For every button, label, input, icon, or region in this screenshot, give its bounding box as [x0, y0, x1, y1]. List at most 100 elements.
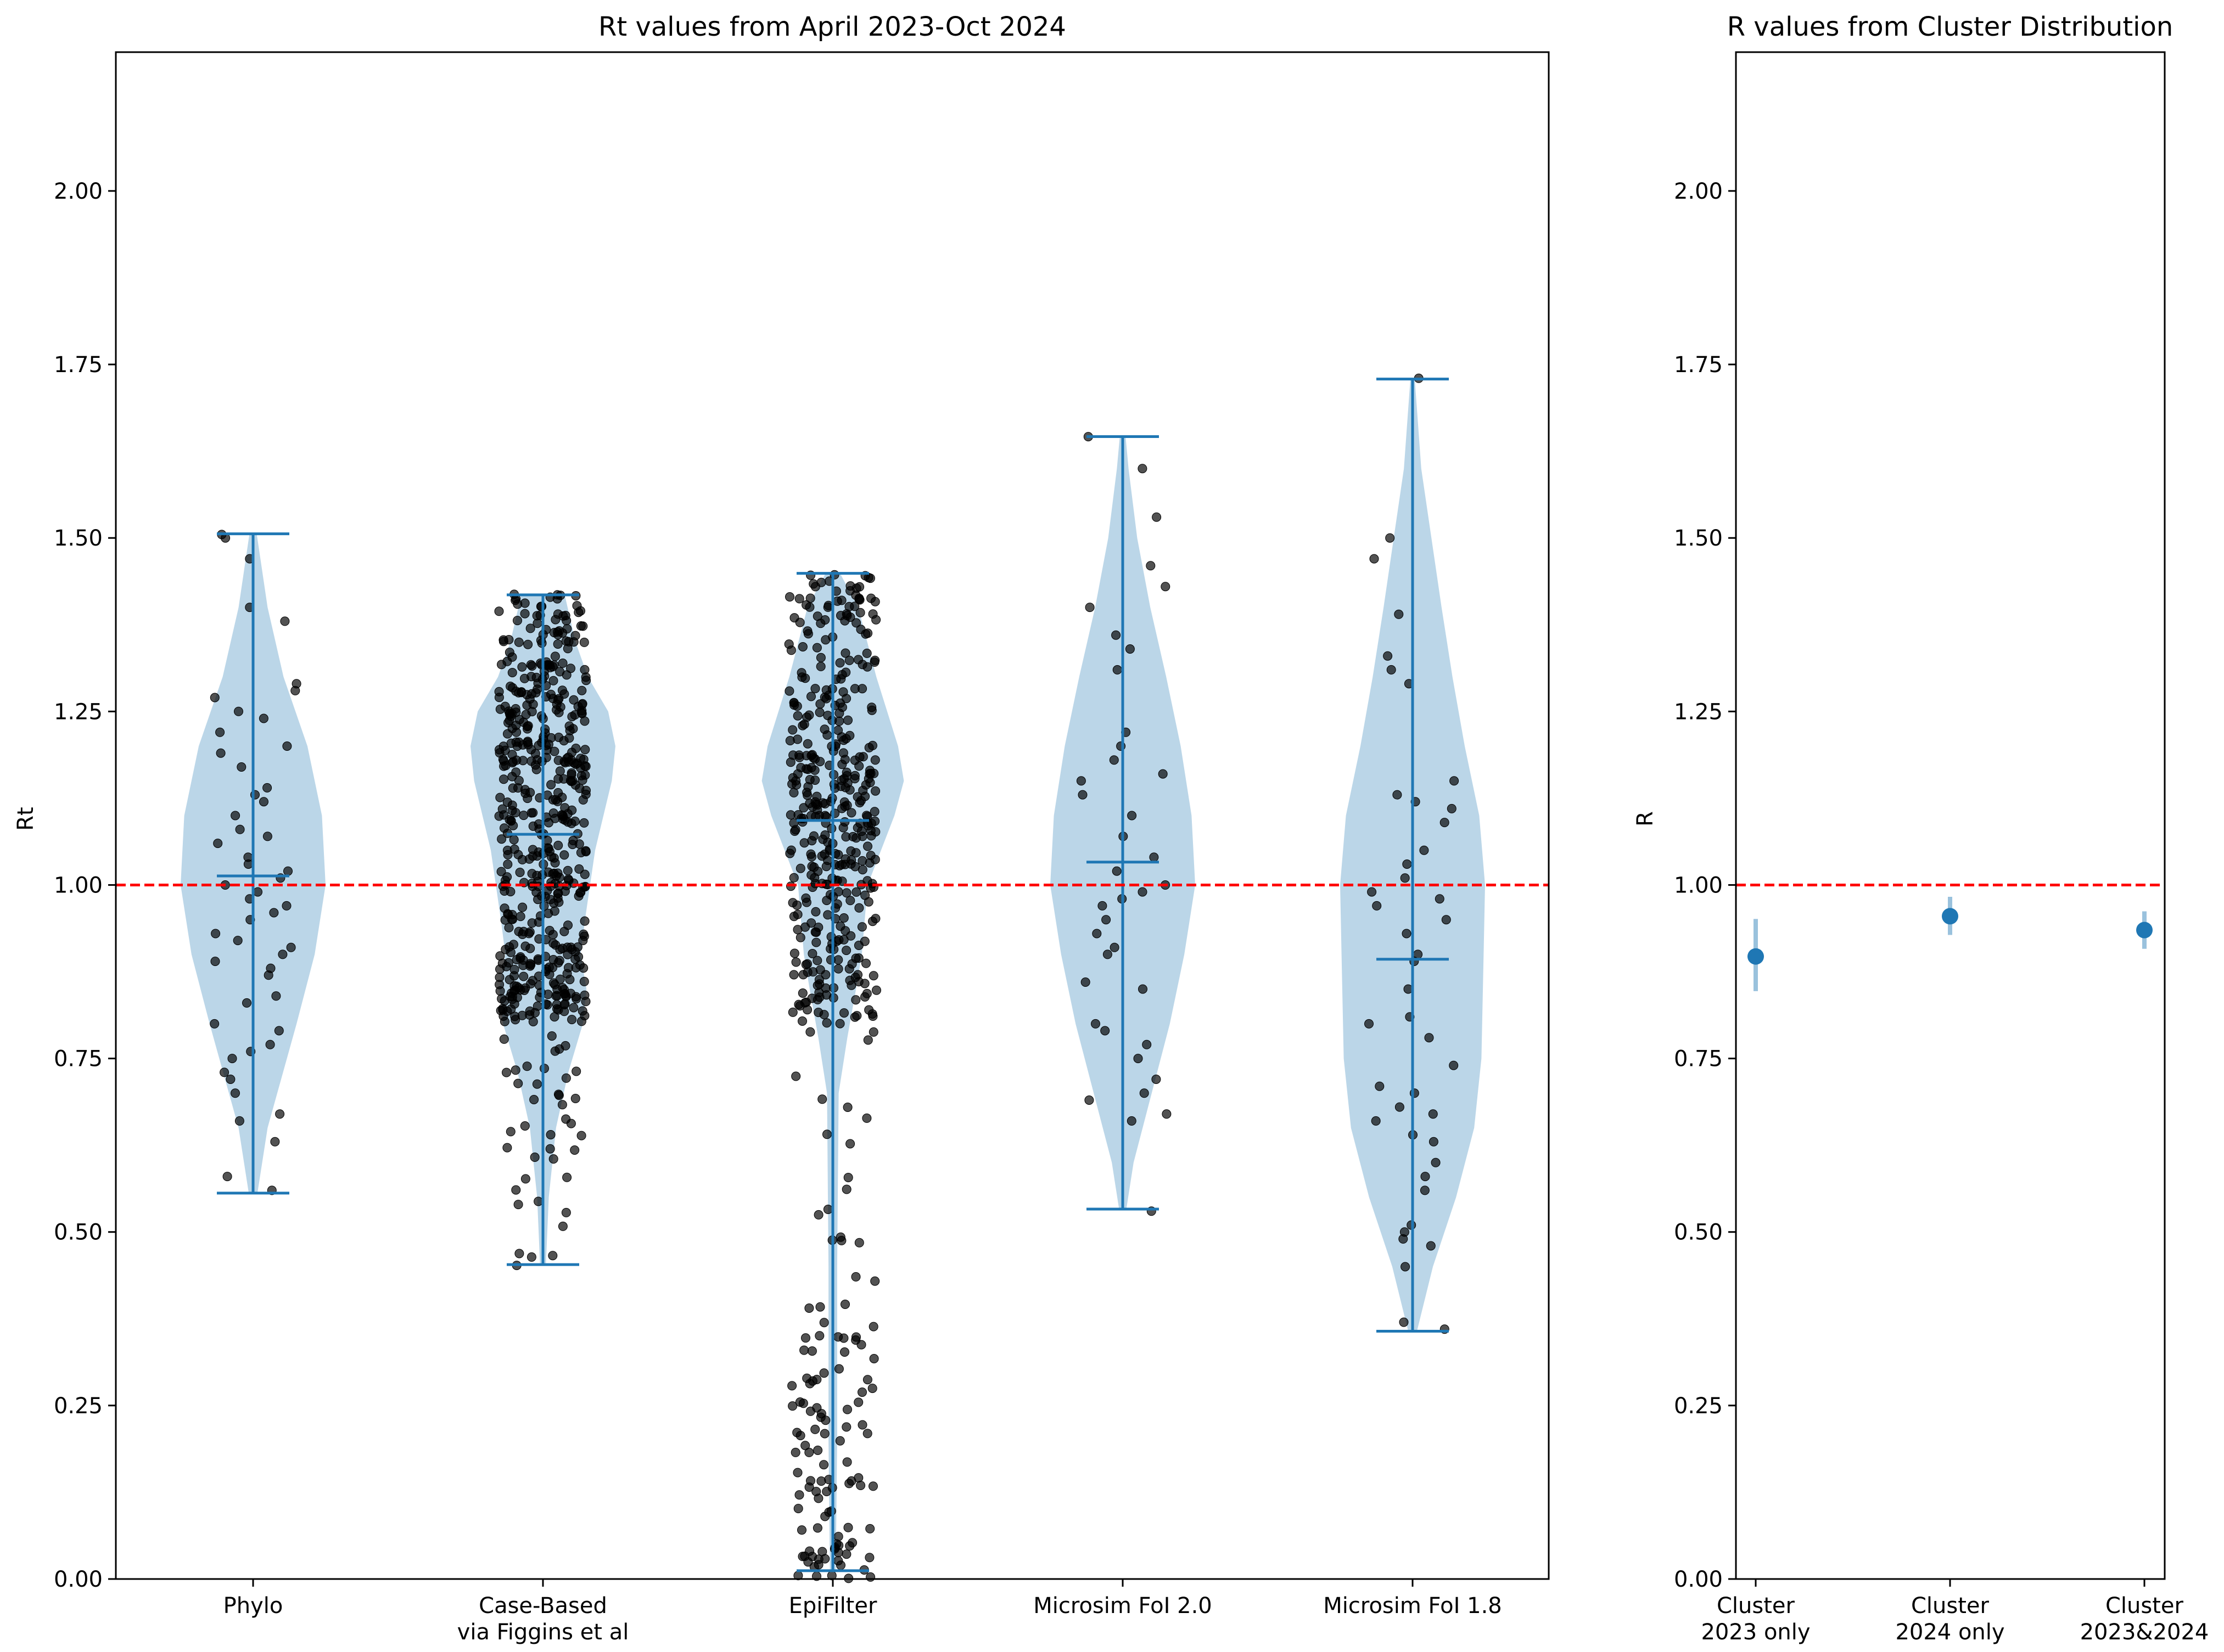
- data-point: [504, 635, 514, 644]
- data-point: [266, 963, 276, 973]
- data-point: [548, 808, 558, 818]
- data-point: [811, 928, 821, 937]
- data-point: [805, 775, 815, 784]
- data-point: [581, 676, 591, 685]
- data-point: [798, 1016, 807, 1026]
- data-point: [843, 1522, 853, 1532]
- data-point: [558, 943, 567, 953]
- data-point: [561, 636, 571, 646]
- data-point: [548, 1154, 558, 1164]
- data-point: [806, 692, 816, 701]
- data-point: [866, 1572, 876, 1582]
- data-point: [836, 1560, 845, 1570]
- data-point: [872, 985, 881, 995]
- data-point: [810, 684, 820, 694]
- data-point: [798, 817, 808, 827]
- data-point: [555, 667, 565, 677]
- data-point: [574, 864, 584, 874]
- data-point: [505, 975, 514, 985]
- data-point: [833, 1332, 843, 1342]
- data-point: [854, 977, 864, 987]
- data-point: [1385, 533, 1395, 543]
- r-chart-title: R values from Cluster Distribution: [1727, 12, 2173, 42]
- data-point: [788, 725, 798, 735]
- data-point: [513, 616, 522, 626]
- data-point: [502, 872, 512, 882]
- data-point: [570, 1094, 580, 1103]
- data-point: [509, 844, 519, 854]
- data-point: [858, 785, 868, 795]
- x-tick-label: via Figgins et al: [457, 1620, 629, 1645]
- data-point: [821, 694, 831, 704]
- data-point: [837, 776, 847, 785]
- data-point: [837, 876, 847, 886]
- data-point: [512, 755, 522, 765]
- data-point: [495, 748, 505, 758]
- data-point: [786, 645, 796, 655]
- data-point: [578, 795, 588, 805]
- data-point: [1441, 915, 1451, 925]
- data-point: [1085, 603, 1095, 613]
- data-point: [808, 1376, 817, 1386]
- data-point: [856, 796, 866, 806]
- data-point: [820, 615, 830, 625]
- y-tick-label: 0.25: [54, 1393, 103, 1419]
- data-point: [227, 1054, 237, 1064]
- data-point: [532, 1079, 542, 1089]
- data-point: [495, 964, 505, 974]
- data-point: [557, 685, 567, 695]
- data-point: [282, 901, 292, 911]
- data-point: [580, 990, 590, 1000]
- data-point: [575, 784, 585, 793]
- data-point: [1112, 665, 1122, 675]
- data-point: [1399, 1227, 1409, 1237]
- data-point: [867, 1384, 877, 1393]
- data-point: [543, 990, 553, 999]
- data-point: [1419, 845, 1429, 855]
- data-point: [269, 908, 279, 918]
- data-point: [822, 1018, 832, 1028]
- data-point: [551, 615, 561, 625]
- data-point: [520, 1174, 530, 1184]
- data-point: [578, 621, 588, 631]
- data-point: [805, 1027, 815, 1037]
- y-tick-label: 0.75: [54, 1047, 103, 1072]
- data-point: [1125, 644, 1135, 654]
- data-point: [553, 639, 563, 649]
- data-point: [842, 767, 851, 777]
- data-point: [505, 648, 514, 658]
- x-tick-label: 2024 only: [1895, 1620, 2004, 1645]
- data-point: [814, 1210, 824, 1220]
- data-point: [816, 653, 826, 662]
- data-point: [496, 867, 506, 876]
- data-point: [242, 998, 251, 1008]
- data-point: [557, 1100, 567, 1110]
- data-point: [819, 1460, 829, 1470]
- data-point: [527, 661, 537, 671]
- data-point: [550, 1012, 559, 1022]
- data-point: [1112, 866, 1122, 876]
- data-point: [813, 1523, 822, 1533]
- data-point: [530, 1153, 540, 1162]
- y-tick-label: 1.75: [1674, 352, 1723, 378]
- data-point: [515, 868, 525, 877]
- data-point: [530, 749, 540, 758]
- data-point: [848, 1538, 858, 1548]
- data-point: [502, 797, 512, 807]
- data-point: [231, 811, 240, 821]
- rt-y-axis-ticks: 0.00 0.25 0.50 0.75 1.00 1.25 1.50 1.75 2.00: [54, 179, 116, 1592]
- data-point: [549, 898, 559, 908]
- data-point: [816, 1476, 826, 1486]
- data-point: [806, 849, 816, 859]
- data-point: [553, 627, 563, 637]
- data-point: [532, 870, 542, 880]
- data-point: [861, 958, 871, 968]
- data-point: [1097, 901, 1107, 911]
- data-point: [550, 746, 559, 756]
- data-point: [826, 1506, 836, 1516]
- rt-plot-area: [116, 373, 1549, 1583]
- data-point: [815, 707, 825, 717]
- data-point: [845, 785, 855, 795]
- data-point: [792, 900, 802, 910]
- data-point: [529, 1095, 539, 1104]
